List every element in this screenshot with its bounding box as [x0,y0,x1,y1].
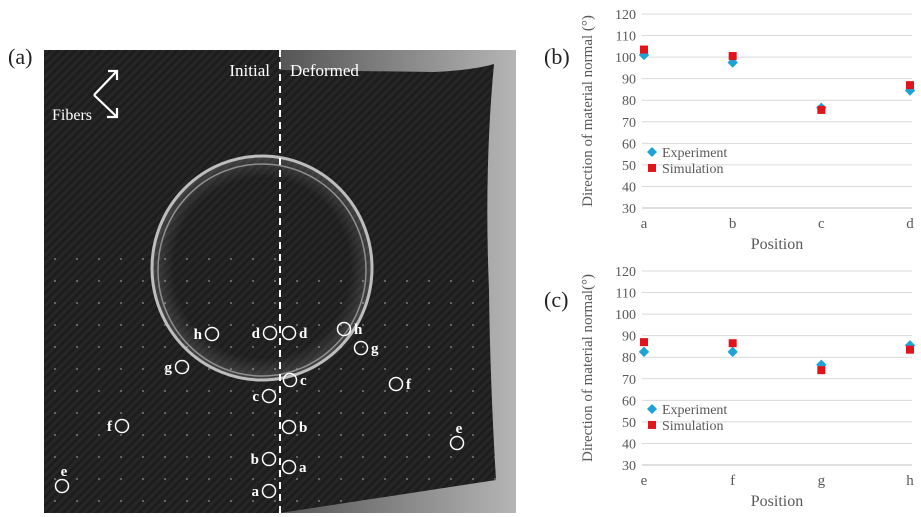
x-axis-label: Position [751,493,803,510]
y-tick-label-100: 100 [615,308,636,323]
point-circle-initial-e [54,478,70,494]
point-simulation-e [640,338,648,347]
y-tick-label-120: 120 [615,265,636,280]
point-experiment-a [638,49,650,61]
point-circle-deformed-a [281,459,297,475]
point-simulation-g [817,366,826,375]
point-circle-deformed-g [353,340,369,356]
point-experiment-d [904,85,916,96]
point-circle-initial-d [262,325,278,341]
legend-label-simulation: Simulation [662,419,723,434]
y-tick-label-80: 80 [622,94,636,109]
x-tick-label-e: e [641,473,648,489]
point-label-initial-c: c [252,389,259,405]
point-label-initial-h: h [194,327,203,343]
legend-label-simulation: Simulation [662,162,723,177]
legend-marker-simulation [648,163,656,172]
x-tick-label-b: b [729,216,737,232]
y-tick-label-110: 110 [616,30,636,45]
x-tick-label-a: a [641,216,648,232]
point-simulation-a [640,45,648,54]
y-tick-label-60: 60 [622,394,636,409]
chart-c: 30 40 50 60 70 80 90 100 110 120 e f g h Position Direc… [580,265,916,510]
point-simulation-d [906,81,914,90]
point-label-deformed-e: e [456,421,463,437]
point-circle-deformed-e [449,435,465,451]
point-circle-initial-f [114,418,130,434]
x-tick-label-h: h [906,473,914,489]
point-label-deformed-b: b [299,420,307,436]
x-tick-label-c: c [818,216,825,232]
point-circle-deformed-d [281,325,297,341]
point-label-deformed-c: c [300,373,307,389]
point-circle-deformed-h [336,321,352,337]
y-tick-label-50: 50 [622,416,636,431]
y-tick-label-60: 60 [622,137,636,152]
point-label-initial-a: a [252,484,260,500]
y-axis-label: Direction of material normal (°) [580,15,596,207]
point-label-initial-e: e [61,464,68,480]
y-tick-label-70: 70 [622,373,636,388]
point-simulation-h [906,345,914,354]
y-tick-label-90: 90 [622,73,636,88]
glass-dish [150,154,374,382]
y-tick-label-30: 30 [622,459,636,474]
point-label-deformed-a: a [299,460,307,476]
y-axis-label: Direction of material normal(°) [580,274,596,462]
y-tick-label-90: 90 [622,330,636,345]
legend-marker-experiment [647,403,657,414]
point-circle-initial-b [261,451,277,467]
y-tick-label-110: 110 [616,287,636,302]
point-label-initial-b: b [251,452,259,468]
legend-marker-simulation [648,420,656,429]
point-circle-deformed-b [281,419,297,435]
y-tick-label-30: 30 [622,202,636,217]
point-circle-initial-h [204,326,220,342]
y-tick-label-70: 70 [622,116,636,131]
x-tick-label-f: f [730,473,735,489]
x-tick-label-g: g [818,473,826,489]
panel-label-a: (a) [8,44,33,69]
label-fibers: Fibers [52,107,92,124]
y-tick-label-100: 100 [615,51,636,66]
point-circle-initial-a [261,483,277,499]
glass-dish-inner-rim [157,163,367,377]
point-label-deformed-h: h [354,322,363,338]
x-tick-label-d: d [906,216,914,232]
point-label-initial-f: f [107,419,113,435]
point-label-deformed-f: f [406,377,412,393]
point-simulation-c [817,105,826,114]
legend-marker-experiment [647,146,657,157]
y-tick-label-40: 40 [622,180,636,195]
point-simulation-b [728,52,737,61]
y-tick-label-50: 50 [622,159,636,174]
label-initial: Initial [229,61,270,80]
x-axis-label: Position [751,236,803,253]
fibers-arrows-icon [93,69,119,119]
y-tick-label-120: 120 [615,8,636,23]
panel-label-b: (b) [544,44,570,69]
point-label-initial-g: g [165,360,173,376]
legend-label-experiment: Experiment [662,146,727,161]
point-circle-initial-g [174,359,190,375]
point-experiment-e [638,346,650,358]
point-label-initial-d: d [252,326,261,342]
legend-label-experiment: Experiment [662,403,727,418]
point-circle-deformed-f [388,376,404,392]
point-label-deformed-g: g [371,341,379,357]
point-simulation-f [728,339,737,348]
label-deformed: Deformed [290,61,359,80]
y-tick-label-80: 80 [622,351,636,366]
point-experiment-f [727,346,738,358]
chart-b: 30 40 50 60 70 80 90 100 110 120 a b c d Position Direc… [580,8,916,253]
panel-label-c: (c) [544,287,569,312]
point-circle-initial-c [261,388,277,404]
point-circle-deformed-c [282,372,298,388]
y-tick-label-40: 40 [622,437,636,452]
point-label-deformed-d: d [299,326,308,342]
